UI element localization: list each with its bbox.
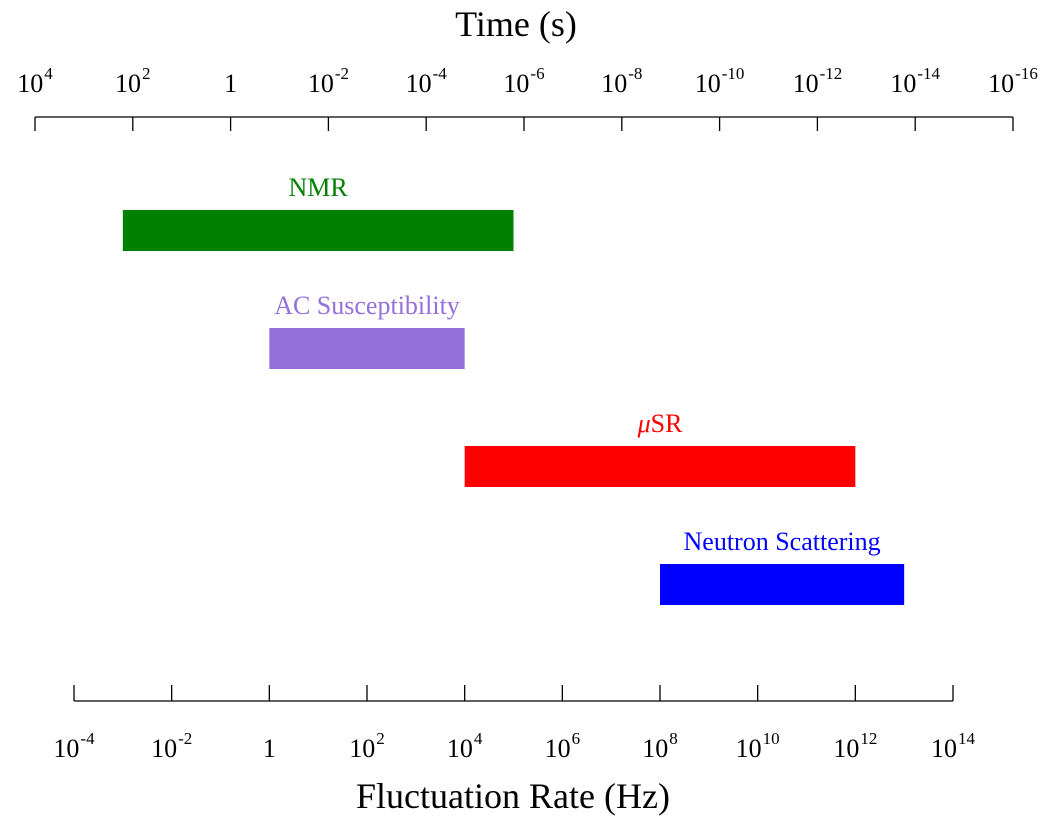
bottom-axis-tick-label: 10-2 <box>151 729 192 763</box>
range-bar <box>660 564 905 605</box>
top-axis-tick-label: 10-4 <box>406 64 448 98</box>
top-axis-tick-label: 104 <box>17 64 53 98</box>
top-axis-tick-label: 10-8 <box>601 64 642 98</box>
bottom-axis-title: Fluctuation Rate (Hz) <box>356 776 670 816</box>
bottom-axis-tick-label: 102 <box>349 729 385 763</box>
top-axis-tick-label: 10-6 <box>503 64 544 98</box>
range-bar-label: μSR <box>637 409 684 438</box>
range-bar <box>269 328 465 369</box>
top-axis-tick-label: 10-10 <box>695 64 745 98</box>
bottom-axis-tick-label: 106 <box>545 729 581 763</box>
top-axis-tick-label: 10-14 <box>890 64 940 98</box>
range-bar-label: Neutron Scattering <box>684 527 881 556</box>
bottom-axis-tick-label: 108 <box>642 729 678 763</box>
bars: NMR AC Susceptibility μSR Neutron Scatterin… <box>122 173 905 605</box>
top-axis-tick-label: 10-2 <box>308 64 349 98</box>
top-axis-tick-label: 10-16 <box>988 64 1038 98</box>
range-bar <box>122 210 514 251</box>
bottom-axis-tick-label: 1012 <box>833 729 877 763</box>
bottom-axis-tick-label: 1010 <box>736 729 780 763</box>
top-axis-tick-label: 10-12 <box>793 64 843 98</box>
bottom-axis-tick-label: 10-4 <box>53 729 95 763</box>
top-axis: 104 102 1 10-2 10-4 10-6 10-8 10-10 10-12 10-14 10… <box>17 64 1038 131</box>
bottom-axis: 10-4 10-2 1 102 104 106 108 1010 1012 1014 <box>53 685 976 763</box>
bottom-axis-tick-label: 1 <box>263 734 276 763</box>
top-axis-tick-label: 102 <box>115 64 151 98</box>
range-bar-label: AC Susceptibility <box>274 291 460 320</box>
bottom-axis-tick-label: 1014 <box>931 729 976 763</box>
range-bar <box>464 446 856 487</box>
top-axis-title: Time (s) <box>455 4 577 44</box>
top-axis-tick-label: 1 <box>224 69 237 98</box>
bottom-axis-tick-label: 104 <box>447 729 483 763</box>
range-bar-label: NMR <box>289 173 349 202</box>
